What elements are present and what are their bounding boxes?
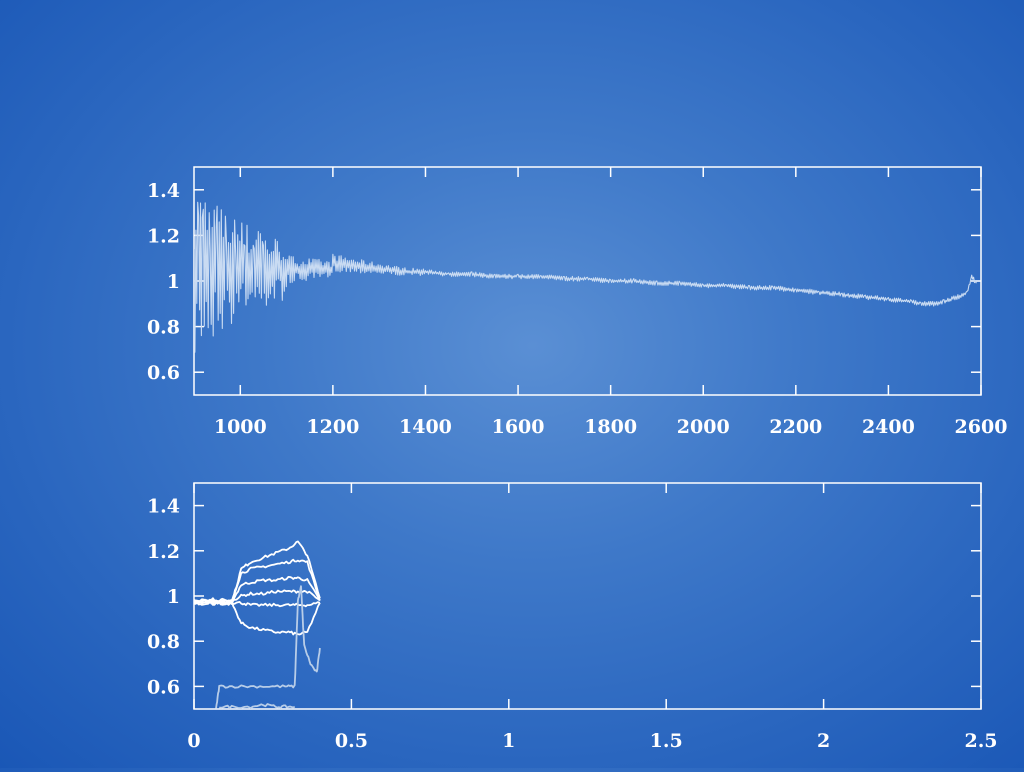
bottom-series-line-7 (219, 703, 296, 709)
top-y-tick-label: 0.8 (147, 317, 180, 339)
top-plot-frame (193, 166, 982, 396)
top-x-tick-label: 1800 (584, 416, 637, 438)
top-x-tick-label: 2000 (677, 416, 730, 438)
bottom-series-line-5 (194, 598, 321, 636)
bottom-x-tick-label: 2.5 (964, 730, 997, 752)
top-y-tick-label: 1.2 (147, 225, 180, 247)
bottom-series-line-1 (194, 558, 321, 605)
top-x-tick-label: 2200 (769, 416, 822, 438)
top-x-tick-label: 1600 (492, 416, 545, 438)
top-x-tick-label: 2400 (862, 416, 915, 438)
bottom-y-tick-label: 0.6 (147, 676, 180, 698)
bottom-x-tick-label: 1.5 (650, 730, 683, 752)
bottom-y-tick-label: 1 (167, 586, 180, 608)
top-y-tick-label: 1.4 (147, 180, 180, 202)
top-x-tick-label: 1200 (306, 416, 359, 438)
bottom-plot-panel: 0 0.5 1 1.5 2 2.5 0.6 0.8 1 1.2 1.4 (147, 482, 998, 752)
top-y-tick-label: 1 (167, 271, 180, 293)
bottom-series-line-6 (215, 585, 321, 709)
bottom-y-tick-label: 1.2 (147, 541, 180, 563)
bottom-y-tick-label: 0.8 (147, 631, 180, 653)
top-series-line-0 (194, 201, 977, 353)
bottom-x-tick-label: 0 (187, 730, 200, 752)
bottom-x-tick-label: 0.5 (335, 730, 368, 752)
bottom-series-line-0 (194, 540, 321, 606)
top-x-tick-label: 1000 (214, 416, 267, 438)
top-x-tick-label: 1400 (399, 416, 452, 438)
top-y-tick-label: 0.6 (147, 362, 180, 384)
bottom-x-tick-label: 2 (817, 730, 830, 752)
bottom-plot-frame (193, 482, 982, 710)
top-series-group (194, 201, 977, 353)
bottom-y-tick-label: 1.4 (147, 496, 180, 518)
top-x-tick-label: 2600 (955, 416, 1008, 438)
top-plot-panel: 1000 1200 1400 1600 1800 2000 2200 2400 2600 0.6 0… (147, 166, 1008, 438)
bottom-series-line-2 (194, 576, 321, 605)
bottom-x-tick-label: 1 (502, 730, 515, 752)
bottom-series-group (194, 540, 321, 709)
